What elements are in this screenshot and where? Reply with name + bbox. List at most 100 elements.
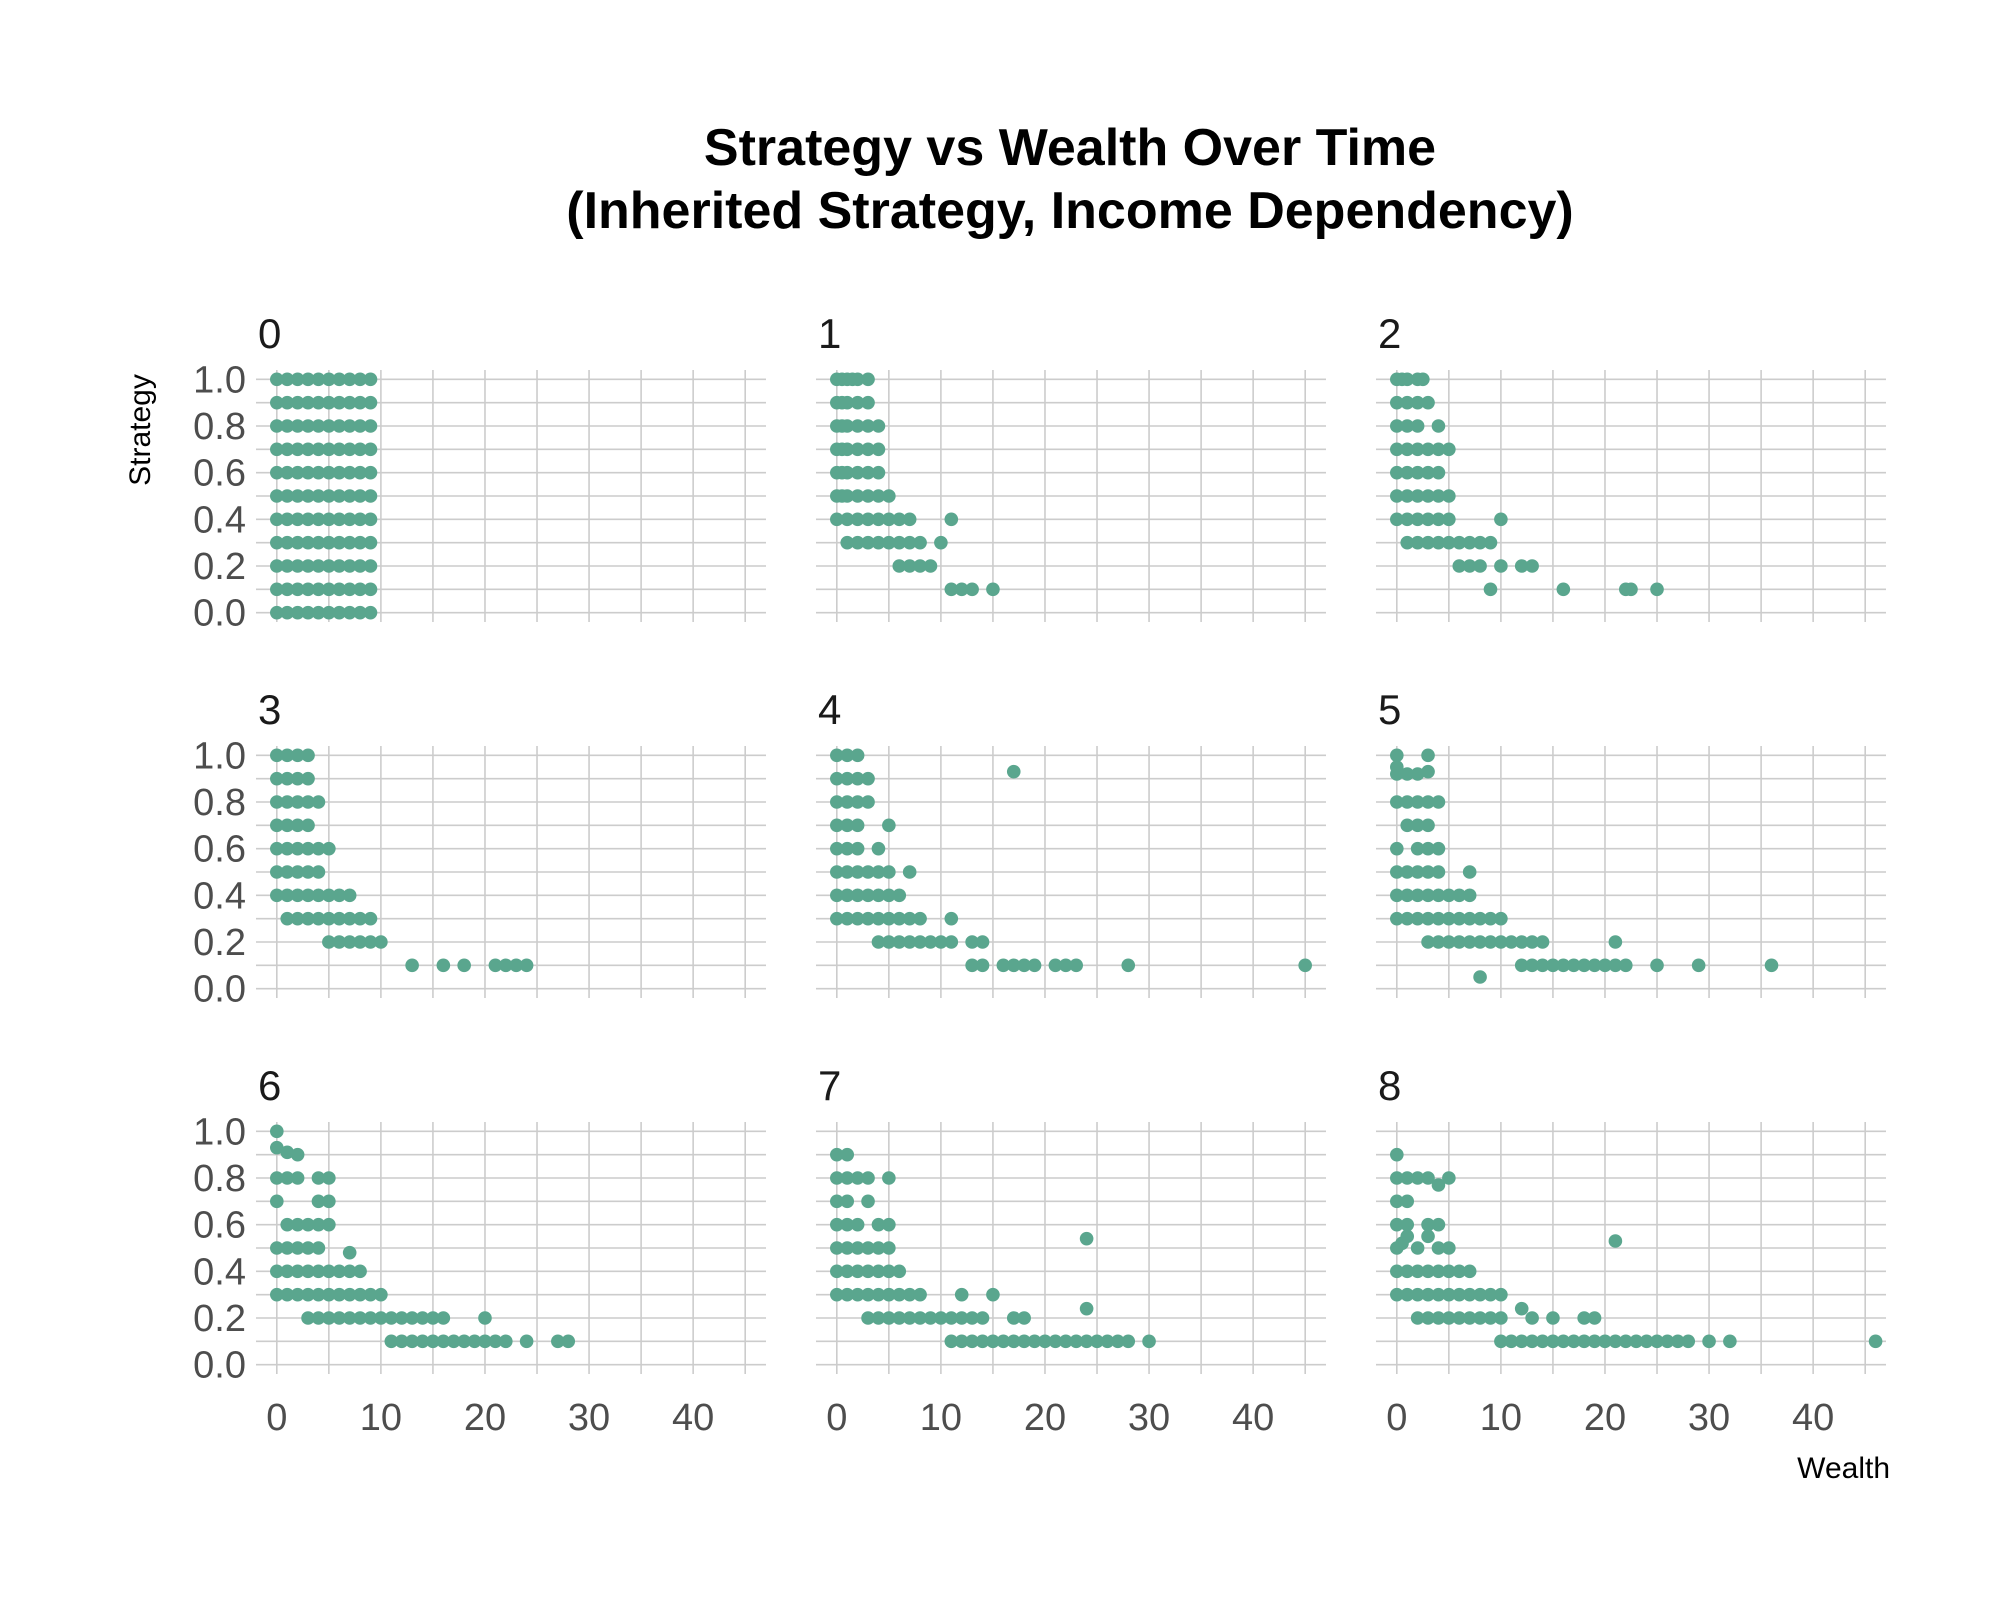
scatter-point (850, 535, 865, 550)
scatter-point (322, 841, 336, 856)
scatter-point (1410, 395, 1425, 410)
scatter-point (270, 372, 284, 387)
scatter-point (322, 512, 336, 527)
scatter-point (1421, 764, 1435, 779)
y-tick-label: 0.6 (193, 1205, 246, 1247)
scatter-point (1410, 1241, 1425, 1255)
scatter-point (561, 1334, 576, 1349)
scatter-point (332, 1311, 347, 1325)
scatter-point (871, 911, 886, 926)
y-tick-label: 0.0 (193, 593, 246, 635)
scatter-point (332, 395, 347, 410)
scatter-point (280, 605, 295, 620)
scatter-point (913, 1311, 927, 1325)
scatter-point (871, 1311, 886, 1325)
scatter-point (965, 1311, 979, 1325)
scatter-point (1400, 512, 1415, 527)
scatter-point (1100, 1334, 1115, 1349)
scatter-point (280, 489, 295, 503)
x-tick-label: 20 (1024, 1397, 1066, 1439)
scatter-point (311, 888, 326, 903)
scatter-point (861, 888, 875, 903)
scatter-point (1494, 935, 1508, 949)
scatter-point (923, 1311, 938, 1325)
y-tick-label: 1.0 (193, 735, 246, 777)
scatter-point (944, 512, 959, 527)
scatter-point (871, 1287, 886, 1302)
scatter-point (882, 1171, 896, 1185)
scatter-point (270, 1171, 284, 1185)
scatter-point (311, 1311, 326, 1325)
scatter-point (1442, 489, 1456, 503)
scatter-point (830, 888, 844, 903)
facet-label: 5 (1378, 686, 1401, 733)
scatter-point (342, 605, 357, 620)
scatter-point (1514, 1334, 1529, 1349)
scatter-point (1431, 1287, 1446, 1302)
scatter-point (861, 1171, 875, 1185)
scatter-point (861, 1287, 875, 1302)
scatter-point (830, 818, 844, 833)
scatter-point (1442, 1287, 1456, 1302)
scatter-point (1483, 935, 1498, 949)
scatter-point (311, 865, 326, 879)
scatter-point (830, 795, 844, 809)
scatter-point (861, 865, 875, 879)
x-tick-label: 40 (672, 1397, 714, 1439)
scatter-point (1525, 1334, 1539, 1349)
scatter-point (965, 582, 979, 597)
scatter-point (1058, 958, 1073, 973)
scatter-point (1400, 1264, 1415, 1279)
scatter-point (1410, 419, 1425, 433)
scatter-point (1546, 1311, 1560, 1325)
scatter-point (509, 958, 524, 973)
scatter-point (270, 795, 284, 809)
scatter-point (913, 1287, 927, 1302)
scatter-point (1473, 970, 1487, 984)
scatter-point (1629, 1334, 1644, 1349)
scatter-point (882, 1241, 896, 1255)
scatter-point (290, 535, 305, 550)
scatter-point (965, 935, 979, 949)
scatter-point (311, 1264, 326, 1279)
scatter-point (850, 795, 865, 809)
scatter-point (1421, 1229, 1435, 1244)
scatter-point (280, 911, 295, 926)
scatter-point (311, 1287, 326, 1302)
scatter-point (871, 1217, 886, 1232)
scatter-point (280, 771, 295, 786)
scatter-point (840, 1171, 855, 1185)
scatter-point (1504, 935, 1519, 949)
scatter-point (944, 1334, 959, 1349)
scatter-point (1400, 818, 1415, 833)
scatter-point (363, 605, 378, 620)
scatter-point (1390, 419, 1404, 433)
scatter-point (1079, 1301, 1094, 1316)
scatter-point (426, 1311, 440, 1325)
scatter-point (1421, 935, 1435, 949)
scatter-point (436, 958, 451, 973)
scatter-point (1462, 1264, 1477, 1279)
scatter-point (840, 771, 855, 786)
scatter-point (840, 795, 855, 809)
scatter-point (986, 1287, 1000, 1302)
scatter-point (280, 442, 295, 457)
scatter-point (944, 582, 959, 597)
scatter-point (415, 1311, 430, 1325)
scatter-point (301, 888, 315, 903)
scatter-point (840, 1287, 855, 1302)
x-tick-label: 30 (1688, 1397, 1730, 1439)
scatter-point (270, 582, 284, 597)
scatter-point (1390, 442, 1404, 457)
facet-label: 7 (818, 1062, 841, 1109)
scatter-point (1410, 465, 1425, 480)
scatter-point (1494, 1334, 1508, 1349)
scatter-point (280, 419, 295, 433)
x-tick-label: 40 (1792, 1397, 1834, 1439)
scatter-point (353, 582, 367, 597)
scatter-point (363, 512, 378, 527)
scatter-point (280, 535, 295, 550)
scatter-point (332, 465, 347, 480)
scatter-point (322, 419, 336, 433)
scatter-point (1111, 1334, 1125, 1349)
